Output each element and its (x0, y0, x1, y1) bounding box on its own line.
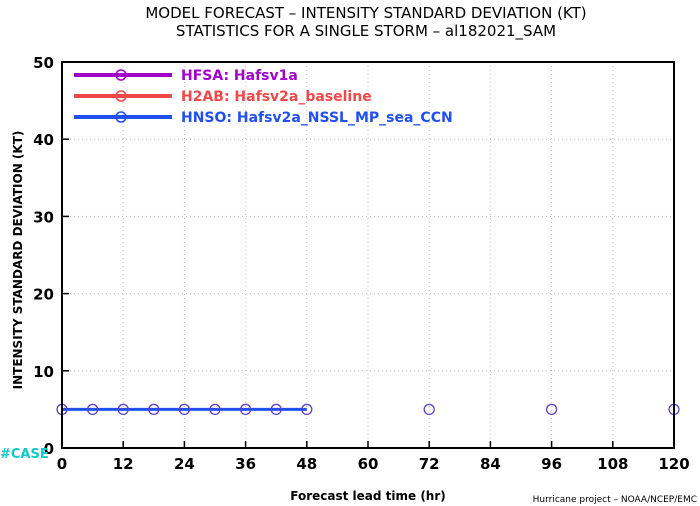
x-tick-label: 72 (419, 455, 440, 473)
legend-label-1: H2AB: Hafsv2a_baseline (181, 89, 372, 105)
x-tick-label: 60 (358, 455, 379, 473)
x-tick-label: 24 (174, 455, 195, 473)
data-point (545, 403, 558, 416)
case-label: #CASE (0, 447, 49, 462)
legend-marker-1 (115, 90, 127, 102)
y-tick-label: 0 (44, 440, 54, 458)
data-point (301, 403, 313, 416)
y-tick-label: 40 (33, 131, 54, 149)
x-tick-label: 108 (597, 455, 628, 473)
data-point (423, 403, 435, 416)
legend: HFSA: Hafsv1a H2AB: Hafsv2a_baseline HNSO:… (74, 68, 453, 126)
x-tick-label: 120 (658, 455, 689, 473)
grid-lines (62, 62, 674, 448)
x-tick-label: 96 (541, 455, 562, 473)
x-tick-label: 12 (113, 455, 134, 473)
plot-frame (61, 61, 675, 449)
data-point (239, 403, 252, 416)
x-axis-label: Forecast lead time (hr) (290, 489, 446, 503)
y-axis-label: INTENSITY STANDARD DEVIATION (KT) (11, 131, 25, 390)
x-tick-label: 48 (296, 455, 317, 473)
data-point (148, 403, 160, 416)
x-tick-label: 0 (57, 455, 67, 473)
axis-ticks: 0 12 24 36 48 60 72 84 96 108 120 0 10 20 30 40 50 (33, 54, 690, 473)
data-point (117, 403, 129, 416)
data-point (270, 403, 282, 416)
legend-marker-0 (115, 69, 127, 81)
x-tick-label: 84 (480, 455, 501, 473)
data-point (178, 403, 191, 416)
chart-subtitle: STATISTICS FOR A SINGLE STORM – al182021… (176, 22, 556, 41)
credit-label: Hurricane project – NOAA/NCEP/EMC (533, 495, 697, 505)
y-tick-label: 50 (33, 54, 54, 72)
chart-title: MODEL FORECAST – INTENSITY STANDARD DEVI… (145, 4, 586, 22)
legend-label-2: HNSO: Hafsv2a_NSSL_MP_sea_CCN (181, 110, 453, 126)
legend-label-0: HFSA: Hafsv1a (181, 68, 298, 84)
data-point (209, 403, 221, 416)
data-point (86, 403, 99, 416)
y-tick-label: 10 (33, 363, 54, 381)
y-tick-label: 20 (33, 286, 54, 304)
legend-marker-2 (115, 111, 127, 123)
y-tick-label: 30 (33, 208, 54, 226)
x-tick-label: 36 (235, 455, 256, 473)
